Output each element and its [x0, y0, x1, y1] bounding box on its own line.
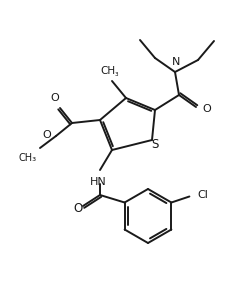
Text: N: N [171, 57, 179, 67]
Text: CH₃: CH₃ [19, 153, 37, 163]
Text: O: O [42, 130, 51, 140]
Text: Cl: Cl [196, 190, 207, 200]
Text: HN: HN [89, 177, 106, 187]
Text: ₃: ₃ [114, 69, 117, 78]
Text: O: O [201, 104, 210, 114]
Text: O: O [50, 93, 59, 103]
Text: CH: CH [100, 66, 115, 76]
Text: S: S [151, 139, 158, 151]
Text: O: O [73, 202, 82, 215]
